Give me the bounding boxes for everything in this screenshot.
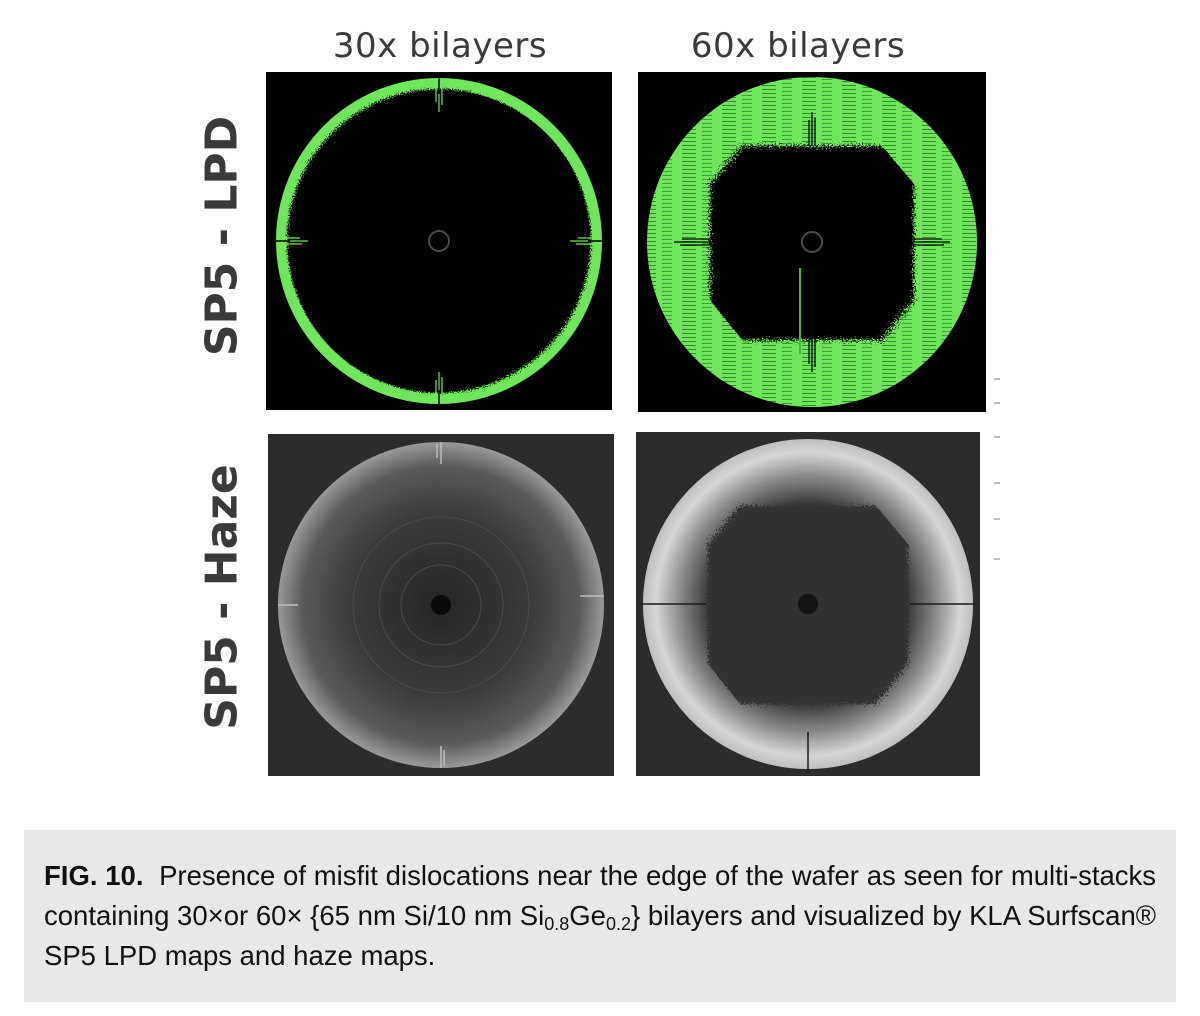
column-label-60x: 60x bilayers — [690, 26, 906, 66]
lpd-map-60x — [638, 72, 986, 412]
caption-text: FIG. 10. Presence of misfit dislocations… — [44, 860, 1157, 971]
haze-map-60x — [636, 432, 980, 776]
row-label-haze: SP5 - Haze — [196, 464, 248, 730]
row-label-lpd: SP5 - LPD — [196, 115, 248, 357]
figure-label: FIG. 10. — [44, 860, 144, 891]
scale-ticks — [994, 370, 1004, 570]
column-label-30x: 30x bilayers — [332, 26, 548, 66]
figure-caption: FIG. 10. Presence of misfit dislocations… — [24, 830, 1176, 1002]
haze-map-30x — [268, 434, 614, 776]
lpd-map-30x — [266, 72, 612, 410]
